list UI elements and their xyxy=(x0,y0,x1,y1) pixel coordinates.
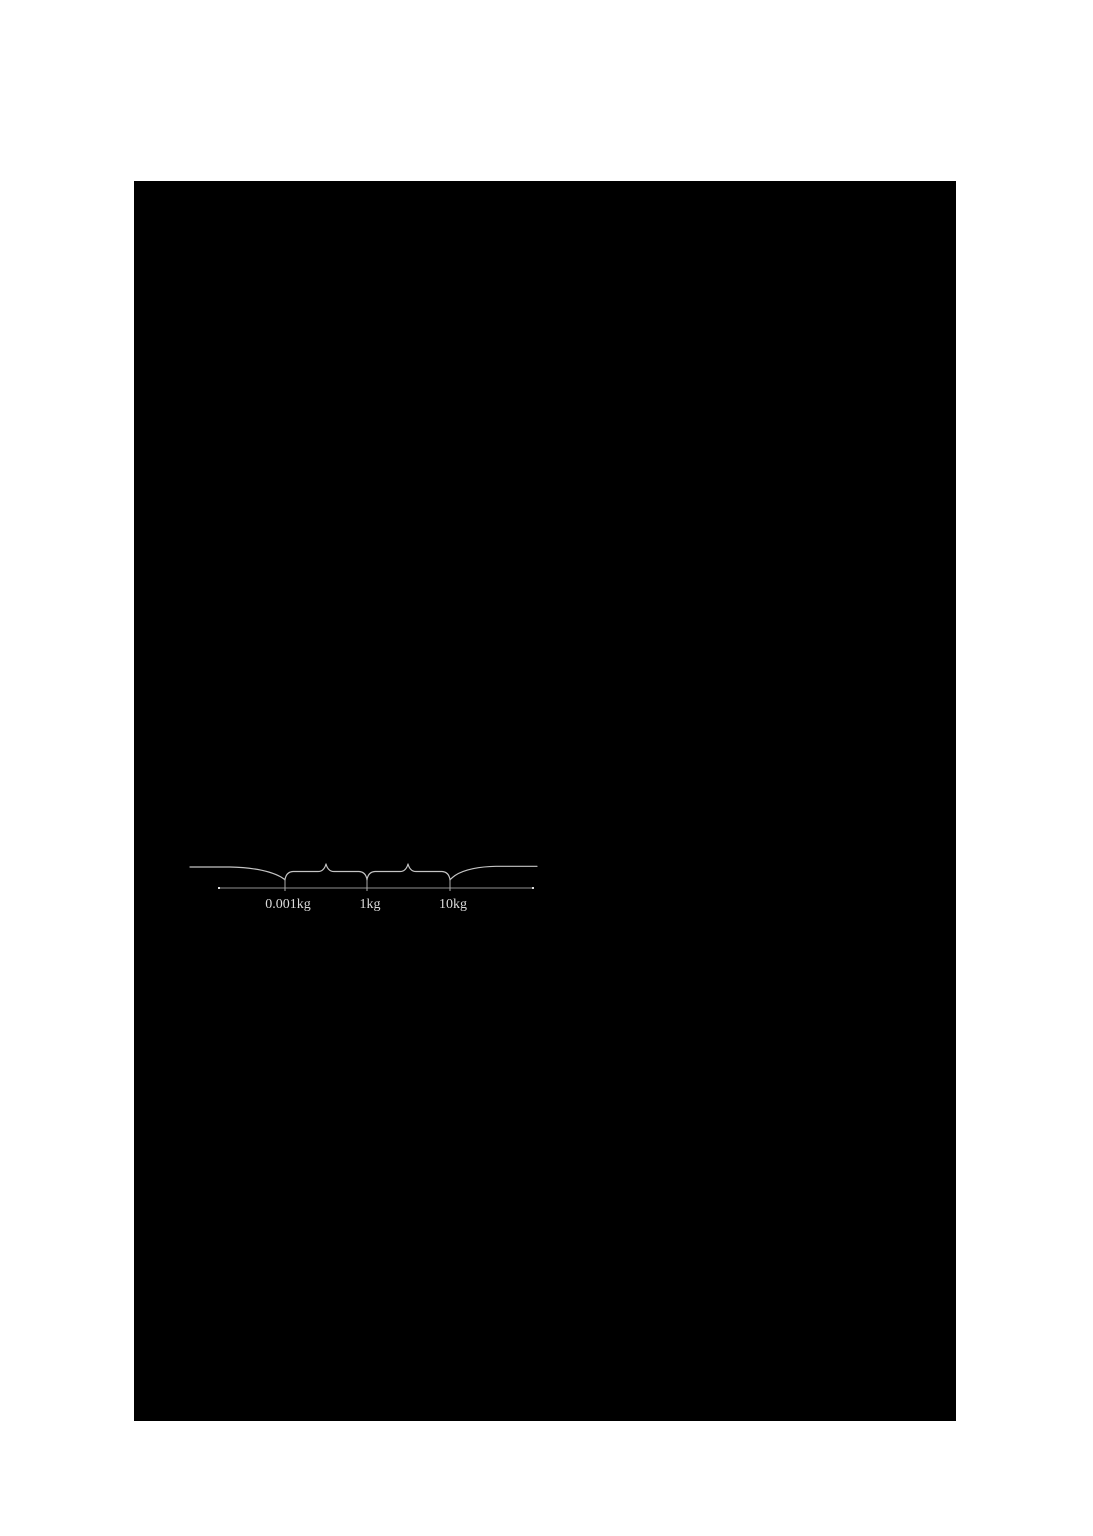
tick-label-1kg: 1kg xyxy=(360,897,381,912)
left-half-brace-curve xyxy=(189,866,286,881)
brace-segment-2 xyxy=(366,863,451,881)
brace-segment-1 xyxy=(284,863,368,881)
number-line-left-endpoint xyxy=(218,887,220,889)
content-panel: 0.001kg 1kg 10kg xyxy=(134,181,956,1421)
tick-label-10kg: 10kg xyxy=(439,897,467,912)
number-line-right-endpoint xyxy=(532,887,534,889)
right-half-brace-curve xyxy=(449,865,538,881)
mass-number-line-diagram: 0.001kg 1kg 10kg xyxy=(189,863,538,912)
tick-label-0-001kg: 0.001kg xyxy=(265,897,311,912)
